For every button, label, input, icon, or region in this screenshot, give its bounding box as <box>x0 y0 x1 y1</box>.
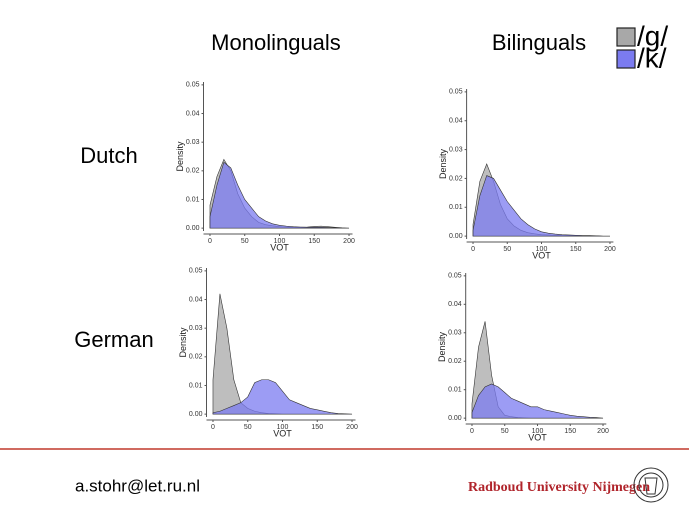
x-tick-label: 150 <box>570 246 582 253</box>
y-axis-label: Density <box>438 148 448 179</box>
y-tick-label: 0.03 <box>448 330 462 337</box>
x-tick-label: 200 <box>597 428 609 435</box>
y-tick-label: 0.02 <box>189 354 203 361</box>
y-tick-label: 0.01 <box>449 204 463 211</box>
x-tick-label: 0 <box>208 238 212 245</box>
x-tick-label: 0 <box>470 428 474 435</box>
y-tick-label: 0.03 <box>449 146 463 153</box>
y-tick-label: 0.03 <box>189 325 203 332</box>
row-header: Dutch <box>80 143 137 168</box>
x-tick-label: 0 <box>471 246 475 253</box>
density-area <box>472 175 610 237</box>
x-tick-label: 50 <box>241 238 249 245</box>
x-tick-label: 150 <box>308 238 320 245</box>
density-area <box>471 383 604 419</box>
column-header: Monolinguals <box>211 30 341 55</box>
legend-label: /k/ <box>637 42 667 73</box>
legend-swatch <box>616 27 636 47</box>
y-tick-label: 0.00 <box>448 415 462 422</box>
x-axis-label: VOT <box>532 250 551 260</box>
y-tick-label: 0.01 <box>189 382 203 389</box>
y-tick-label: 0.05 <box>186 82 200 89</box>
y-tick-label: 0.03 <box>186 139 200 146</box>
x-tick-label: 100 <box>274 238 286 245</box>
y-tick-label: 0.02 <box>186 168 200 175</box>
x-tick-label: 100 <box>536 246 548 253</box>
y-tick-label: 0.04 <box>189 296 203 303</box>
y-tick-label: 0.01 <box>448 387 462 394</box>
row-header: German <box>74 327 153 352</box>
x-axis-label: VOT <box>273 428 292 438</box>
y-axis-label: Density <box>437 331 447 362</box>
x-tick-label: 50 <box>503 246 511 253</box>
y-tick-label: 0.04 <box>186 110 200 117</box>
x-tick-label: 200 <box>346 424 358 431</box>
y-tick-label: 0.01 <box>186 196 200 203</box>
y-axis-label: Density <box>175 141 185 172</box>
y-tick-label: 0.00 <box>449 233 463 240</box>
y-tick-label: 0.04 <box>449 118 463 125</box>
legend-swatch <box>616 49 636 69</box>
y-tick-label: 0.05 <box>189 268 203 275</box>
column-header: Bilinguals <box>492 30 586 55</box>
x-axis-label: VOT <box>528 432 547 442</box>
y-tick-label: 0.04 <box>448 301 462 308</box>
x-axis-label: VOT <box>270 242 289 252</box>
y-tick-label: 0.05 <box>448 273 462 280</box>
y-tick-label: 0.02 <box>448 358 462 365</box>
x-tick-label: 150 <box>564 428 576 435</box>
institution: Radboud University Nijmegen <box>468 480 650 495</box>
density-area <box>209 161 350 229</box>
y-axis-label: Density <box>178 327 188 358</box>
x-tick-label: 100 <box>277 424 289 431</box>
x-tick-label: 150 <box>311 424 323 431</box>
x-tick-label: 100 <box>532 428 544 435</box>
y-tick-label: 0.02 <box>449 175 463 182</box>
y-tick-label: 0.05 <box>449 89 463 96</box>
x-tick-label: 50 <box>244 424 252 431</box>
x-tick-label: 200 <box>604 246 616 253</box>
x-tick-label: 50 <box>501 428 509 435</box>
email: a.stohr@let.ru.nl <box>75 476 200 495</box>
y-tick-label: 0.00 <box>189 411 203 418</box>
density-area <box>212 379 353 415</box>
logo <box>633 467 669 503</box>
x-tick-label: 200 <box>343 238 355 245</box>
x-tick-label: 0 <box>211 424 215 431</box>
legend-label: /g/ <box>637 20 668 51</box>
y-tick-label: 0.00 <box>186 225 200 232</box>
